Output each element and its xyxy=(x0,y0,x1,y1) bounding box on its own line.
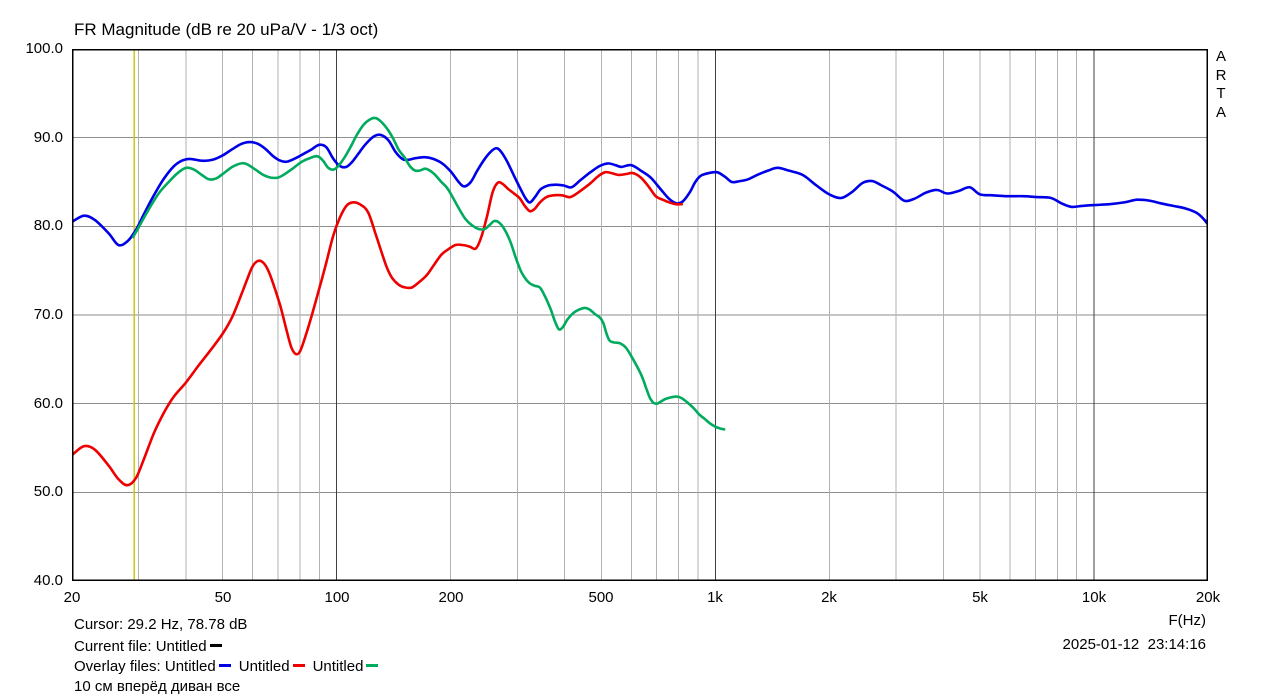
legend-file-name: Untitled xyxy=(238,658,290,675)
note-text: 10 см вперёд диван все xyxy=(74,678,241,695)
overlay-files-label: Overlay files: xyxy=(74,658,161,675)
legend-entry-overlay-2: Untitled xyxy=(239,658,306,675)
watermark-letter: A xyxy=(1215,48,1226,65)
y-tick-label: 70.0 xyxy=(33,306,63,323)
y-tick-label: 60.0 xyxy=(33,395,63,412)
x-tick-label: 5k xyxy=(972,589,988,606)
watermark-letter: R xyxy=(1215,66,1227,84)
x-tick-label: 100 xyxy=(324,589,350,606)
x-tick-label: 10k xyxy=(1081,589,1107,606)
y-tick-label: 80.0 xyxy=(33,217,63,234)
cursor-readout: Cursor: 29.2 Hz, 78.78 dB xyxy=(74,616,248,633)
legend-file-name: Untitled xyxy=(155,638,207,655)
watermark-letter: A xyxy=(1215,103,1226,121)
x-tick-label: 200 xyxy=(438,589,464,606)
watermark-letter: T xyxy=(1216,85,1226,102)
x-axis-unit-label: F(Hz) xyxy=(1168,612,1207,629)
current-file-label: Current file: xyxy=(74,638,152,655)
current-file-row: Current file: Untitled xyxy=(74,638,230,655)
y-tick-label: 90.0 xyxy=(33,129,63,146)
legend-entry-current: Untitled xyxy=(156,638,223,655)
y-tick-label: 40.0 xyxy=(33,572,63,589)
grid xyxy=(72,49,1208,581)
x-tick-label: 20 xyxy=(63,589,81,606)
legend-color-swatch xyxy=(366,664,379,667)
x-tick-label: 20k xyxy=(1195,589,1221,606)
legend-color-swatch xyxy=(292,664,305,667)
legend-file-name: Untitled xyxy=(164,658,216,675)
plot-area[interactable] xyxy=(72,49,1208,581)
x-tick-label: 1k xyxy=(707,589,723,606)
legend-color-swatch xyxy=(209,644,222,647)
x-tick-label: 2k xyxy=(821,589,837,606)
x-tick-label: 50 xyxy=(214,589,232,606)
x-tick-label: 500 xyxy=(588,589,614,606)
plot-border xyxy=(72,49,1208,581)
legend-entry-overlay-1: Untitled xyxy=(165,658,232,675)
curve-overlay-3 xyxy=(131,116,726,431)
legend-file-name: Untitled xyxy=(312,658,364,675)
curve-overlay-1 xyxy=(72,133,1208,247)
chart-title: FR Magnitude (dB re 20 uPa/V - 1/3 oct) xyxy=(74,20,379,39)
fr-magnitude-chart xyxy=(72,49,1208,581)
datetime-stamp: 2025-01-12 23:14:16 xyxy=(1062,636,1206,653)
overlay-files-row: Overlay files: Untitled Untitled Untitled xyxy=(74,658,386,675)
curve-overlay-2 xyxy=(72,170,683,487)
y-tick-label: 50.0 xyxy=(33,483,63,500)
legend-entry-overlay-3: Untitled xyxy=(313,658,380,675)
y-tick-label: 100.0 xyxy=(25,40,63,57)
legend-color-swatch xyxy=(218,664,231,667)
